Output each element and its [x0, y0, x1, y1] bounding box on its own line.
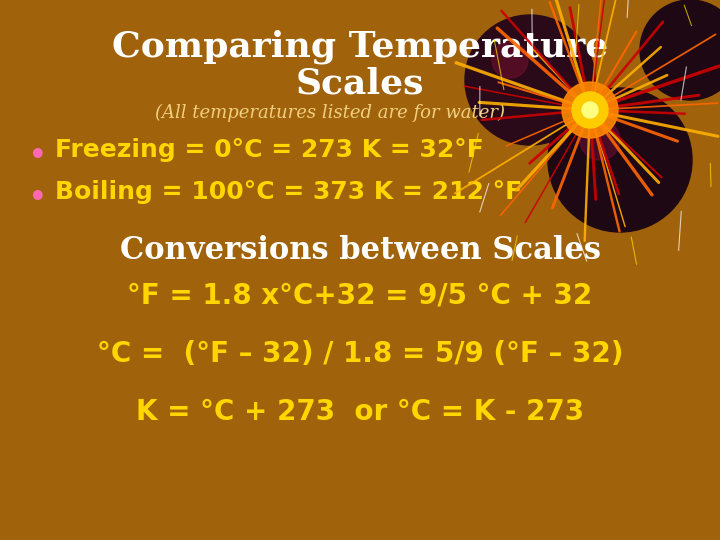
Circle shape — [640, 0, 720, 100]
Text: Scales: Scales — [296, 67, 424, 101]
Circle shape — [582, 102, 598, 118]
Text: Freezing = 0°C = 273 K = 32°F: Freezing = 0°C = 273 K = 32°F — [55, 138, 484, 162]
Circle shape — [572, 92, 608, 128]
Text: •: • — [28, 140, 48, 173]
Text: K = °C + 273  or °C = K - 273: K = °C + 273 or °C = K - 273 — [136, 398, 584, 426]
Text: °C =  (°F – 32) / 1.8 = 5/9 (°F – 32): °C = (°F – 32) / 1.8 = 5/9 (°F – 32) — [96, 340, 624, 368]
Text: Comparing Temperature: Comparing Temperature — [112, 30, 608, 64]
Circle shape — [562, 82, 618, 138]
Circle shape — [465, 15, 595, 145]
Text: Conversions between Scales: Conversions between Scales — [120, 235, 600, 266]
Circle shape — [548, 88, 692, 232]
Text: •: • — [28, 182, 48, 215]
Text: Boiling = 100°C = 373 K = 212 °F: Boiling = 100°C = 373 K = 212 °F — [55, 180, 522, 204]
Circle shape — [492, 42, 528, 78]
Text: °F = 1.8 x°C+32 = 9/5 °C + 32: °F = 1.8 x°C+32 = 9/5 °C + 32 — [127, 282, 593, 310]
Circle shape — [580, 120, 620, 160]
Text: (All temperatures listed are for water): (All temperatures listed are for water) — [155, 104, 505, 122]
